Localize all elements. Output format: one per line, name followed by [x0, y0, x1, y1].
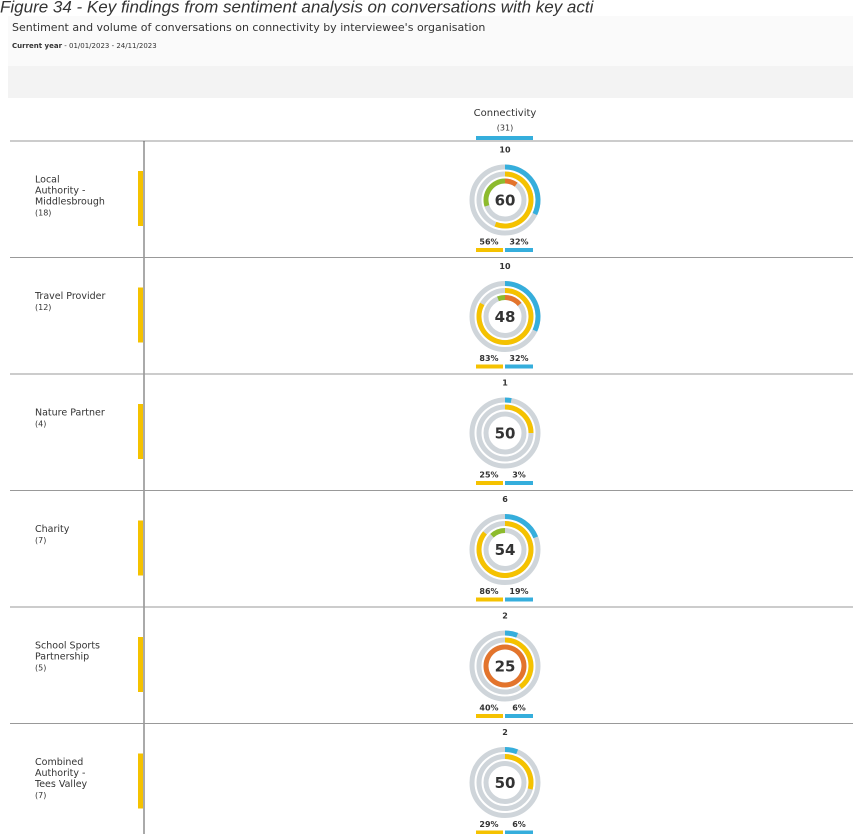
volume-bar	[505, 714, 533, 718]
volume-arc	[504, 164, 541, 216]
row-count: (5)	[35, 664, 46, 673]
share-arc	[504, 637, 534, 690]
score-bg	[490, 767, 520, 798]
volume-arc	[504, 747, 519, 755]
share-arc	[494, 171, 534, 229]
mentions: 6	[502, 495, 508, 504]
score: 54	[495, 541, 516, 559]
positive-arc	[483, 178, 506, 207]
period-label: Current year	[12, 42, 63, 50]
volume-arc	[504, 514, 539, 539]
share-bar	[476, 248, 503, 252]
column-bar	[476, 136, 533, 140]
score-bg	[490, 418, 520, 448]
figure-caption: Figure 34 - Key findings from sentiment …	[0, 0, 595, 16]
volume-arc	[504, 281, 541, 332]
share-bar	[476, 714, 503, 718]
share-arc	[476, 288, 534, 345]
row-flag	[138, 520, 143, 576]
share-label: 86%	[479, 587, 498, 596]
row-label: Charity	[35, 524, 70, 535]
volume-bar	[505, 597, 533, 602]
mentions: 10	[499, 146, 511, 155]
share-arc	[504, 754, 534, 790]
volume-bar	[505, 364, 533, 369]
row-count: (7)	[35, 791, 46, 800]
row-label: Local	[35, 175, 60, 186]
share-label: 40%	[479, 704, 498, 713]
score: 50	[495, 425, 516, 443]
share-bar	[476, 597, 503, 602]
row-count: (12)	[35, 303, 51, 312]
row-flag	[138, 753, 143, 809]
volume-label: 6%	[512, 704, 526, 713]
row-label: Authority -	[35, 186, 85, 197]
score-bg	[490, 534, 520, 565]
report-title: Sentiment and volume of conversations on…	[12, 21, 485, 34]
volume-label: 3%	[512, 471, 526, 480]
row-count: (7)	[35, 536, 46, 545]
share-label: 25%	[479, 471, 498, 480]
share-bar	[476, 481, 503, 485]
volume-label: 32%	[509, 354, 528, 363]
volume-bar	[505, 248, 533, 252]
mentions: 10	[499, 262, 511, 271]
share-label: 29%	[479, 820, 498, 829]
row-label: Authority -	[35, 768, 85, 779]
row-count: (4)	[35, 420, 46, 429]
row-flag	[138, 287, 143, 343]
volume-bar	[505, 481, 533, 485]
share-bar	[476, 364, 503, 369]
volume-bar	[505, 830, 533, 834]
column-label: Connectivity	[474, 108, 537, 119]
row-label: Middlesbrough	[35, 197, 105, 208]
volume-arc	[504, 397, 512, 404]
score-bg	[490, 185, 520, 215]
volume-label: 6%	[512, 820, 526, 829]
share-label: 56%	[479, 238, 498, 247]
volume-label: 32%	[509, 238, 528, 247]
row-label: Partnership	[35, 652, 89, 663]
row-count: (18)	[35, 209, 51, 218]
positive-arc	[497, 295, 506, 302]
negative-arc	[483, 644, 527, 688]
score: 50	[495, 774, 516, 792]
negative-arc	[504, 295, 522, 307]
score: 60	[495, 192, 516, 210]
mentions: 1	[502, 379, 508, 388]
row-label: Nature Partner	[35, 408, 105, 419]
mentions: 2	[502, 612, 508, 621]
row-label: Combined	[35, 757, 83, 768]
row-flag	[138, 171, 143, 226]
share-arc	[504, 404, 534, 434]
share-bar	[476, 830, 503, 834]
row-label: Travel Provider	[34, 291, 105, 302]
row-flag	[138, 637, 143, 692]
share-label: 83%	[479, 354, 498, 363]
column-count: (31)	[497, 124, 513, 133]
negative-arc	[504, 178, 518, 187]
volume-arc	[504, 630, 519, 638]
share-arc	[476, 521, 534, 578]
score: 25	[495, 658, 516, 676]
row-label: School Sports	[35, 641, 100, 652]
ring-track	[483, 761, 527, 804]
period-range: - 01/01/2023 - 24/11/2023	[62, 42, 157, 50]
score-bg	[490, 301, 520, 332]
volume-label: 19%	[509, 587, 528, 596]
score-bg	[490, 651, 520, 681]
header-top	[8, 16, 853, 66]
row-flag	[138, 404, 143, 459]
positive-arc	[490, 528, 506, 538]
score: 48	[495, 308, 516, 326]
ring-track	[483, 411, 527, 455]
row-label: Tees Valley	[34, 779, 88, 790]
period: Current year - 01/01/2023 - 24/11/2023	[12, 42, 157, 50]
mentions: 2	[502, 728, 508, 737]
